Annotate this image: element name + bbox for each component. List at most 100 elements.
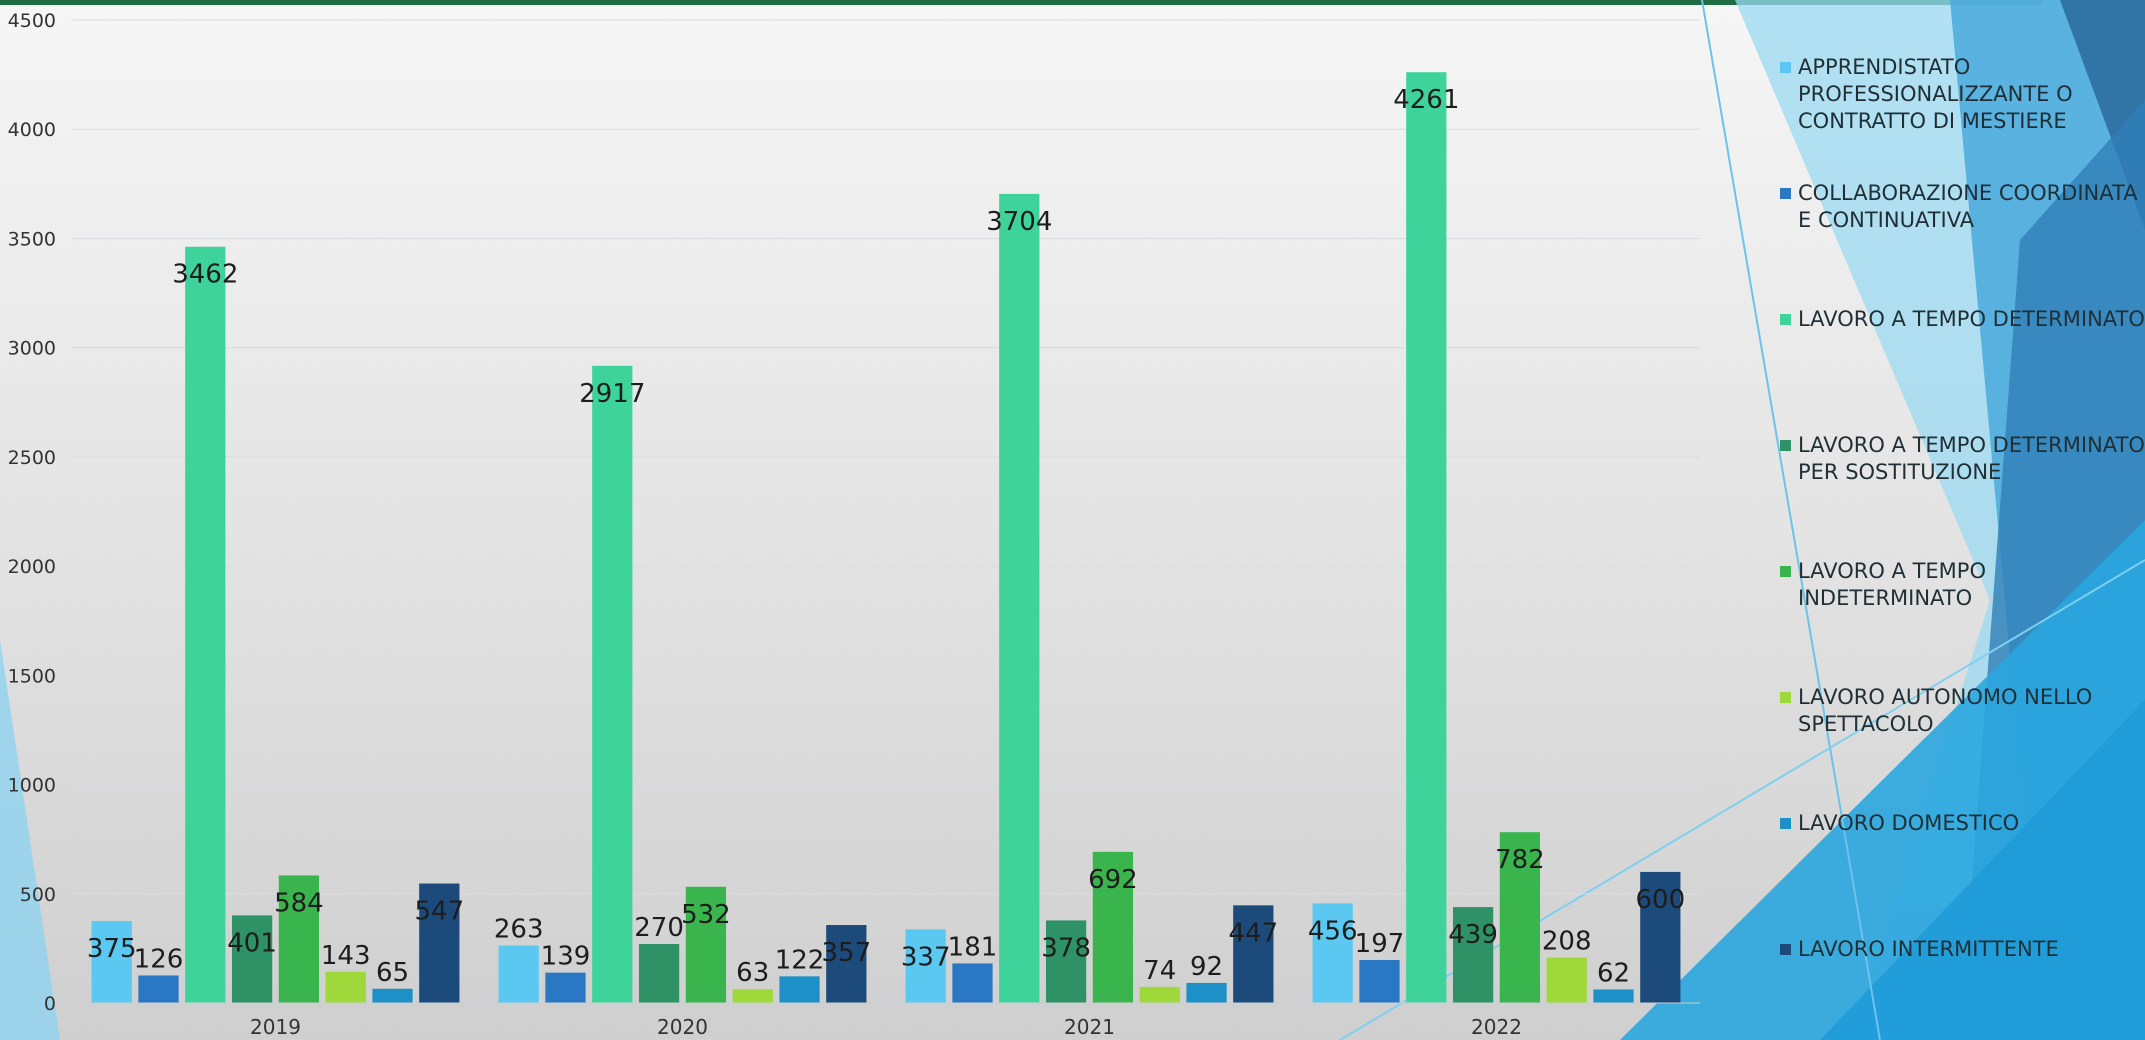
bar <box>1406 72 1447 1003</box>
bar <box>1139 986 1180 1003</box>
data-label: 74 <box>1143 956 1176 986</box>
data-label: 357 <box>821 938 871 968</box>
bar <box>1045 920 1087 1003</box>
bar <box>1092 851 1134 1003</box>
data-label: 2917 <box>579 379 645 409</box>
legend-label: LAVORO AUTONOMO NELLO SPETTACOLO <box>1798 685 2093 736</box>
bar <box>732 989 773 1003</box>
legend-item: APPRENDISTATO PROFESSIONALIZZANTE O CONT… <box>1780 54 2145 135</box>
y-tick-label: 2000 <box>8 556 56 578</box>
bar <box>91 921 132 1003</box>
bar <box>1499 832 1541 1003</box>
bar <box>185 246 226 1003</box>
data-label: 584 <box>274 888 324 918</box>
legend-item: LAVORO A TEMPO DETERMINATO <box>1780 306 2145 333</box>
data-label: 126 <box>134 944 184 974</box>
y-tick-label: 1500 <box>8 665 56 687</box>
y-tick-label: 4000 <box>8 119 56 141</box>
legend-swatch <box>1780 944 1791 955</box>
data-label: 337 <box>901 942 951 972</box>
data-label: 263 <box>494 915 544 945</box>
x-tick-label: 2022 <box>1471 1015 1522 1039</box>
data-label: 122 <box>775 945 825 975</box>
bar-chart: 0 500 1000 1500 2000 2500 3000 3500 4000 4500 375… <box>8 10 1700 1039</box>
bar <box>685 886 727 1003</box>
legend-swatch <box>1780 818 1791 829</box>
bar <box>999 193 1040 1003</box>
legend-item: LAVORO A TEMPO INDETERMINATO <box>1780 558 2145 612</box>
bar <box>325 971 366 1003</box>
legend-label: APPRENDISTATO PROFESSIONALIZZANTE O CONT… <box>1798 55 2073 133</box>
data-label: 3462 <box>172 260 238 290</box>
bar <box>638 944 680 1003</box>
legend-swatch <box>1780 314 1791 325</box>
legend-item: COLLABORAZIONE COORDINATA E CONTINUATIVA <box>1780 180 2145 234</box>
legend-swatch <box>1780 62 1791 73</box>
data-label: 208 <box>1542 927 1592 957</box>
data-label: 270 <box>634 913 684 943</box>
data-label: 4261 <box>1393 85 1459 115</box>
x-tick-label: 2021 <box>1064 1015 1115 1039</box>
data-label: 62 <box>1597 958 1630 988</box>
data-label: 3704 <box>986 207 1052 237</box>
x-tick-label: 2019 <box>250 1015 301 1039</box>
data-label: 181 <box>948 932 998 962</box>
data-label: 447 <box>1228 918 1278 948</box>
data-label: 139 <box>541 942 591 972</box>
data-label: 547 <box>414 897 464 927</box>
y-tick-label: 500 <box>20 884 56 906</box>
bar <box>779 976 820 1003</box>
bar <box>1312 903 1353 1003</box>
top-accent-bar <box>0 0 2042 5</box>
legend-item: LAVORO A TEMPO DETERMINATO PER SOSTITUZI… <box>1780 432 2145 486</box>
bar <box>1452 907 1494 1003</box>
y-tick-label: 3500 <box>8 228 56 250</box>
bar <box>231 915 273 1003</box>
data-label: 63 <box>736 958 769 988</box>
x-tick-label: 2020 <box>657 1015 708 1039</box>
data-label: 532 <box>681 900 731 930</box>
data-label: 375 <box>87 934 137 964</box>
bar <box>1640 871 1681 1003</box>
bar <box>1546 957 1587 1003</box>
data-label: 600 <box>1635 885 1685 915</box>
data-label: 143 <box>321 941 371 971</box>
legend-label: LAVORO A TEMPO DETERMINATO PER SOSTITUZI… <box>1798 433 2145 484</box>
data-label: 378 <box>1041 933 1091 963</box>
chart-legend: APPRENDISTATO PROFESSIONALIZZANTE O CONT… <box>1780 54 2145 1014</box>
bar <box>1593 989 1634 1003</box>
legend-swatch <box>1780 692 1791 703</box>
bar <box>592 365 633 1003</box>
bar <box>905 929 946 1003</box>
data-label: 692 <box>1088 865 1138 895</box>
data-label: 197 <box>1355 929 1405 959</box>
bar <box>826 925 867 1003</box>
bar <box>498 945 539 1003</box>
data-label: 401 <box>227 928 277 958</box>
data-label: 92 <box>1190 952 1223 982</box>
y-tick-label: 1000 <box>8 775 56 797</box>
bar <box>1359 959 1400 1003</box>
legend-label: LAVORO DOMESTICO <box>1798 811 2020 835</box>
y-tick-label: 0 <box>44 993 56 1015</box>
data-label: 65 <box>376 958 409 988</box>
legend-swatch <box>1780 188 1791 199</box>
bar <box>1186 982 1227 1003</box>
bar <box>278 875 320 1003</box>
bar <box>545 972 586 1003</box>
y-tick-label: 2500 <box>8 447 56 469</box>
bar <box>419 883 460 1003</box>
legend-item: LAVORO AUTONOMO NELLO SPETTACOLO <box>1780 684 2145 738</box>
legend-label: LAVORO A TEMPO DETERMINATO <box>1798 307 2145 331</box>
bar <box>138 975 179 1003</box>
y-tick-label: 4500 <box>8 10 56 32</box>
legend-item: LAVORO DOMESTICO <box>1780 810 2145 837</box>
legend-swatch <box>1780 440 1791 451</box>
data-label: 782 <box>1495 845 1545 875</box>
bar <box>372 988 413 1003</box>
y-tick-label: 3000 <box>8 338 56 360</box>
legend-label: LAVORO INTERMITTENTE <box>1798 937 2059 961</box>
legend-label: LAVORO A TEMPO INDETERMINATO <box>1798 559 1986 610</box>
legend-label: COLLABORAZIONE COORDINATA E CONTINUATIVA <box>1798 181 2138 232</box>
